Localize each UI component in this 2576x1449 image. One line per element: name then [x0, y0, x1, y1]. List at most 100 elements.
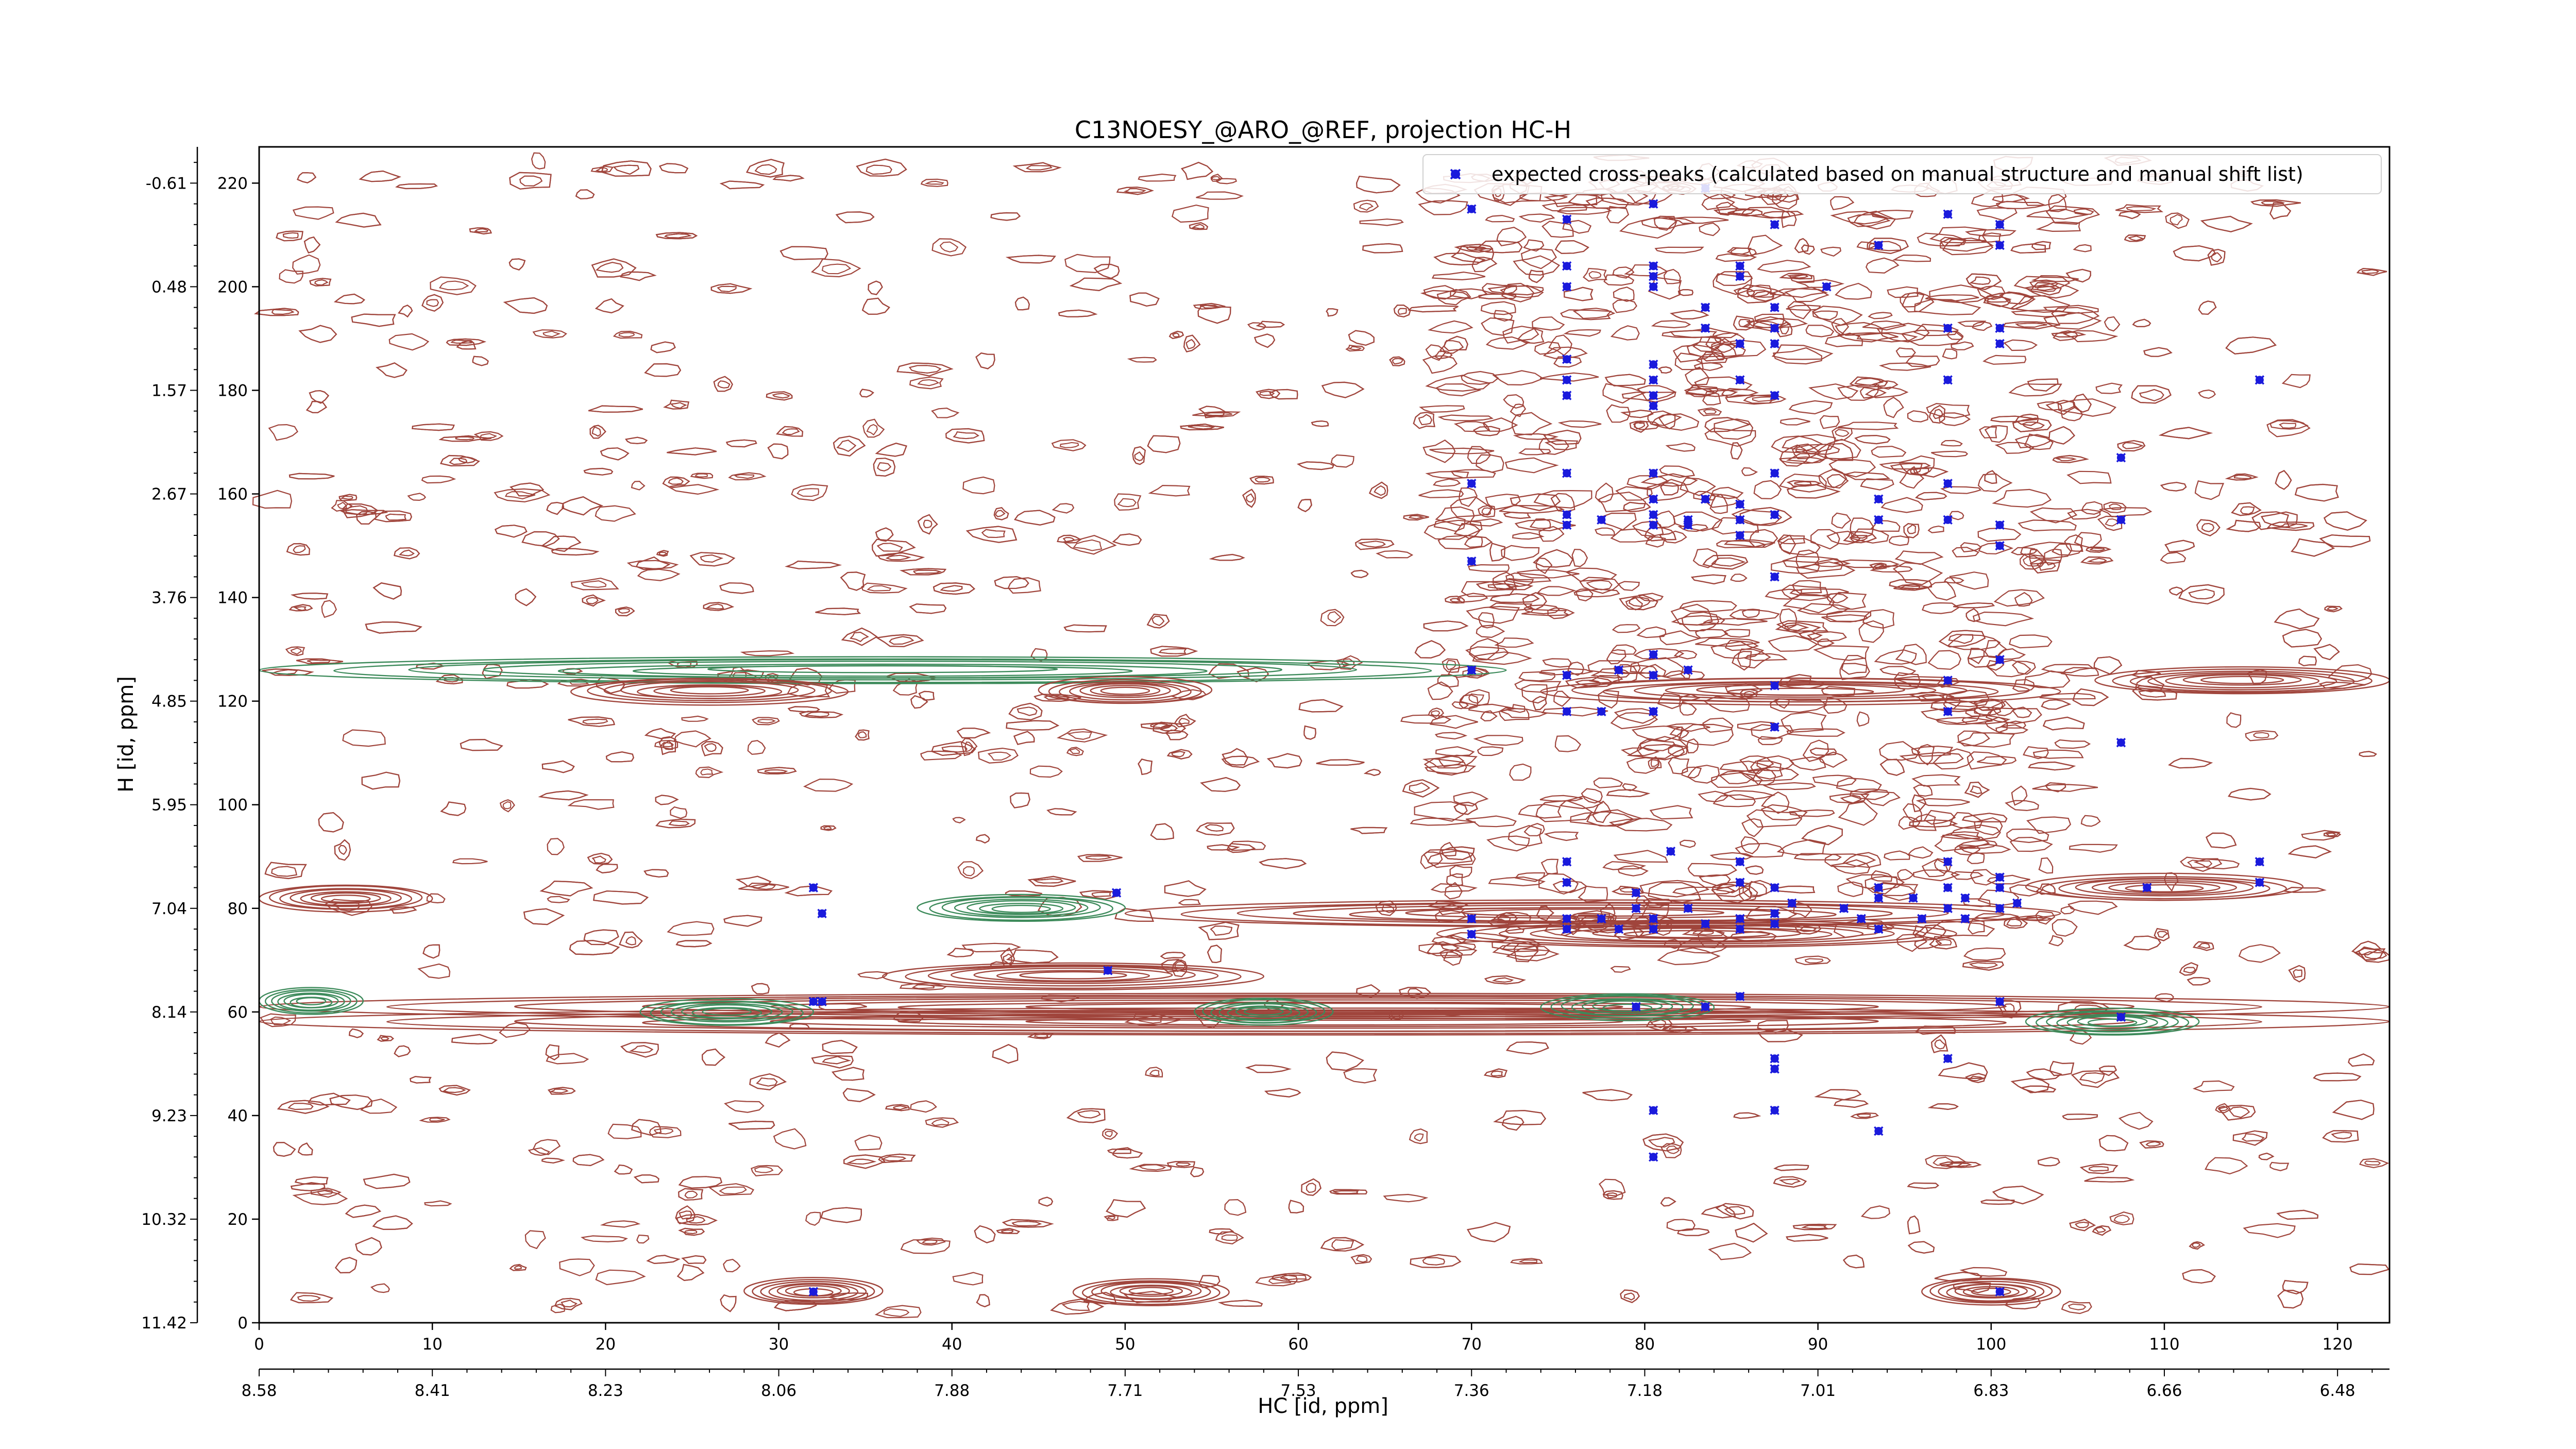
- contour-line: [1510, 493, 1561, 511]
- contour-line: [1938, 630, 1986, 648]
- contour-line: [1168, 330, 1184, 339]
- contour-line: [1356, 1255, 1368, 1263]
- contour-line: [787, 683, 831, 698]
- legend-box: [1422, 154, 2382, 194]
- contour-line: [1795, 444, 1840, 455]
- contour-line: [1190, 1167, 1205, 1177]
- contour-line: [1066, 731, 1093, 740]
- contour-line: [1409, 1128, 1428, 1144]
- contour-line: [1543, 346, 1588, 359]
- band-contour: [1582, 999, 1673, 1014]
- contour-line: [1528, 269, 1544, 283]
- cross-peak-marker: [2116, 515, 2126, 525]
- contour-line: [1783, 593, 1835, 614]
- contour-line: [615, 606, 635, 617]
- contour-line: [1500, 545, 1540, 561]
- contour-line: [649, 1126, 682, 1138]
- contour-line: [1311, 420, 1329, 427]
- band-contour: [882, 962, 1264, 991]
- contour-line: [1920, 708, 1981, 724]
- cross-peak-marker: [1648, 649, 1658, 660]
- contour-line: [1911, 794, 1927, 813]
- contour-line: [1454, 244, 1494, 253]
- contour-line: [1725, 639, 1759, 651]
- contour-line: [842, 1088, 876, 1102]
- contour-line: [2048, 194, 2067, 212]
- contour-line: [1548, 334, 1572, 357]
- contour-line: [1007, 577, 1041, 594]
- contour-line: [1105, 1131, 1113, 1137]
- contour-line: [1032, 878, 1064, 884]
- contour-line: [1770, 288, 1828, 298]
- contour-line: [1786, 305, 1821, 311]
- contour-line: [1808, 383, 1859, 400]
- contour-line: [1612, 266, 1635, 279]
- contour-line: [1563, 329, 1601, 337]
- contour-line: [1633, 648, 1685, 660]
- contour-line: [1605, 1192, 1618, 1199]
- contour-line: [1176, 1162, 1191, 1167]
- contour-line: [745, 159, 785, 178]
- contour-line: [1974, 913, 2019, 920]
- contour-line: [1562, 220, 1592, 234]
- x-ppm-tick-label: 6.83: [1973, 1381, 2009, 1400]
- contour-line: [913, 569, 942, 575]
- contour-line: [1956, 839, 1998, 849]
- cross-peak-marker: [1770, 510, 1780, 520]
- contour-line: [1595, 527, 1616, 536]
- contour-line: [1702, 554, 1749, 570]
- cross-peak-marker: [1467, 556, 1477, 566]
- contour-line: [600, 447, 630, 461]
- contour-line: [1498, 707, 1549, 719]
- contour-line: [1994, 442, 2035, 454]
- contour-line: [2090, 547, 2105, 551]
- cross-peak-marker: [1995, 220, 2005, 230]
- contour-line: [677, 662, 692, 668]
- contour-line: [1711, 772, 1763, 788]
- contour-line: [1781, 210, 1797, 228]
- contour-line: [1680, 477, 1716, 496]
- contour-line: [1359, 218, 1404, 226]
- contour-line: [2045, 205, 2100, 225]
- contour-line: [1450, 288, 1488, 299]
- contour-line: [796, 488, 820, 497]
- y-ppm-tick-label: 4.85: [151, 693, 187, 711]
- contour-line: [1494, 637, 1534, 648]
- contour-line: [1898, 816, 1921, 830]
- contour-line: [1468, 564, 1510, 572]
- contour-line: [532, 1139, 561, 1155]
- cross-peak-marker: [1995, 541, 2005, 551]
- contour-line: [995, 510, 1006, 517]
- contour-line: [1476, 580, 1534, 591]
- contour-line: [1982, 355, 2027, 365]
- contour-line: [541, 760, 575, 773]
- contour-line: [438, 1085, 471, 1096]
- cross-peak-marker: [1467, 929, 1477, 939]
- contour-line: [1713, 794, 1756, 807]
- contour-line: [885, 1104, 910, 1111]
- contour-line: [1413, 411, 1435, 429]
- contour-line: [1925, 294, 1979, 302]
- cross-peak-marker: [1995, 240, 2005, 250]
- contour-line: [547, 1087, 576, 1095]
- contour-line: [1796, 279, 1845, 288]
- contour-line: [1437, 755, 1465, 767]
- contour-line: [791, 484, 828, 501]
- contour-line: [1826, 474, 1849, 489]
- x-ppm-tick-label: 7.18: [1627, 1381, 1663, 1400]
- cross-peak-marker: [1562, 354, 1572, 364]
- contour-line: [1670, 310, 1709, 319]
- contour-line: [1957, 321, 1987, 327]
- contour-line: [1778, 1178, 1801, 1185]
- cross-peak-marker: [808, 997, 819, 1006]
- contour-line: [1948, 571, 1989, 590]
- contour-line: [276, 230, 303, 242]
- contour-line: [595, 298, 624, 314]
- contour-line: [952, 1272, 984, 1286]
- contour-line: [875, 527, 894, 542]
- cross-peak-marker: [1787, 898, 1797, 908]
- contour-line: [2234, 475, 2252, 479]
- contour-line: [1789, 274, 1815, 283]
- contour-line: [1431, 271, 1486, 281]
- contour-line: [705, 603, 724, 610]
